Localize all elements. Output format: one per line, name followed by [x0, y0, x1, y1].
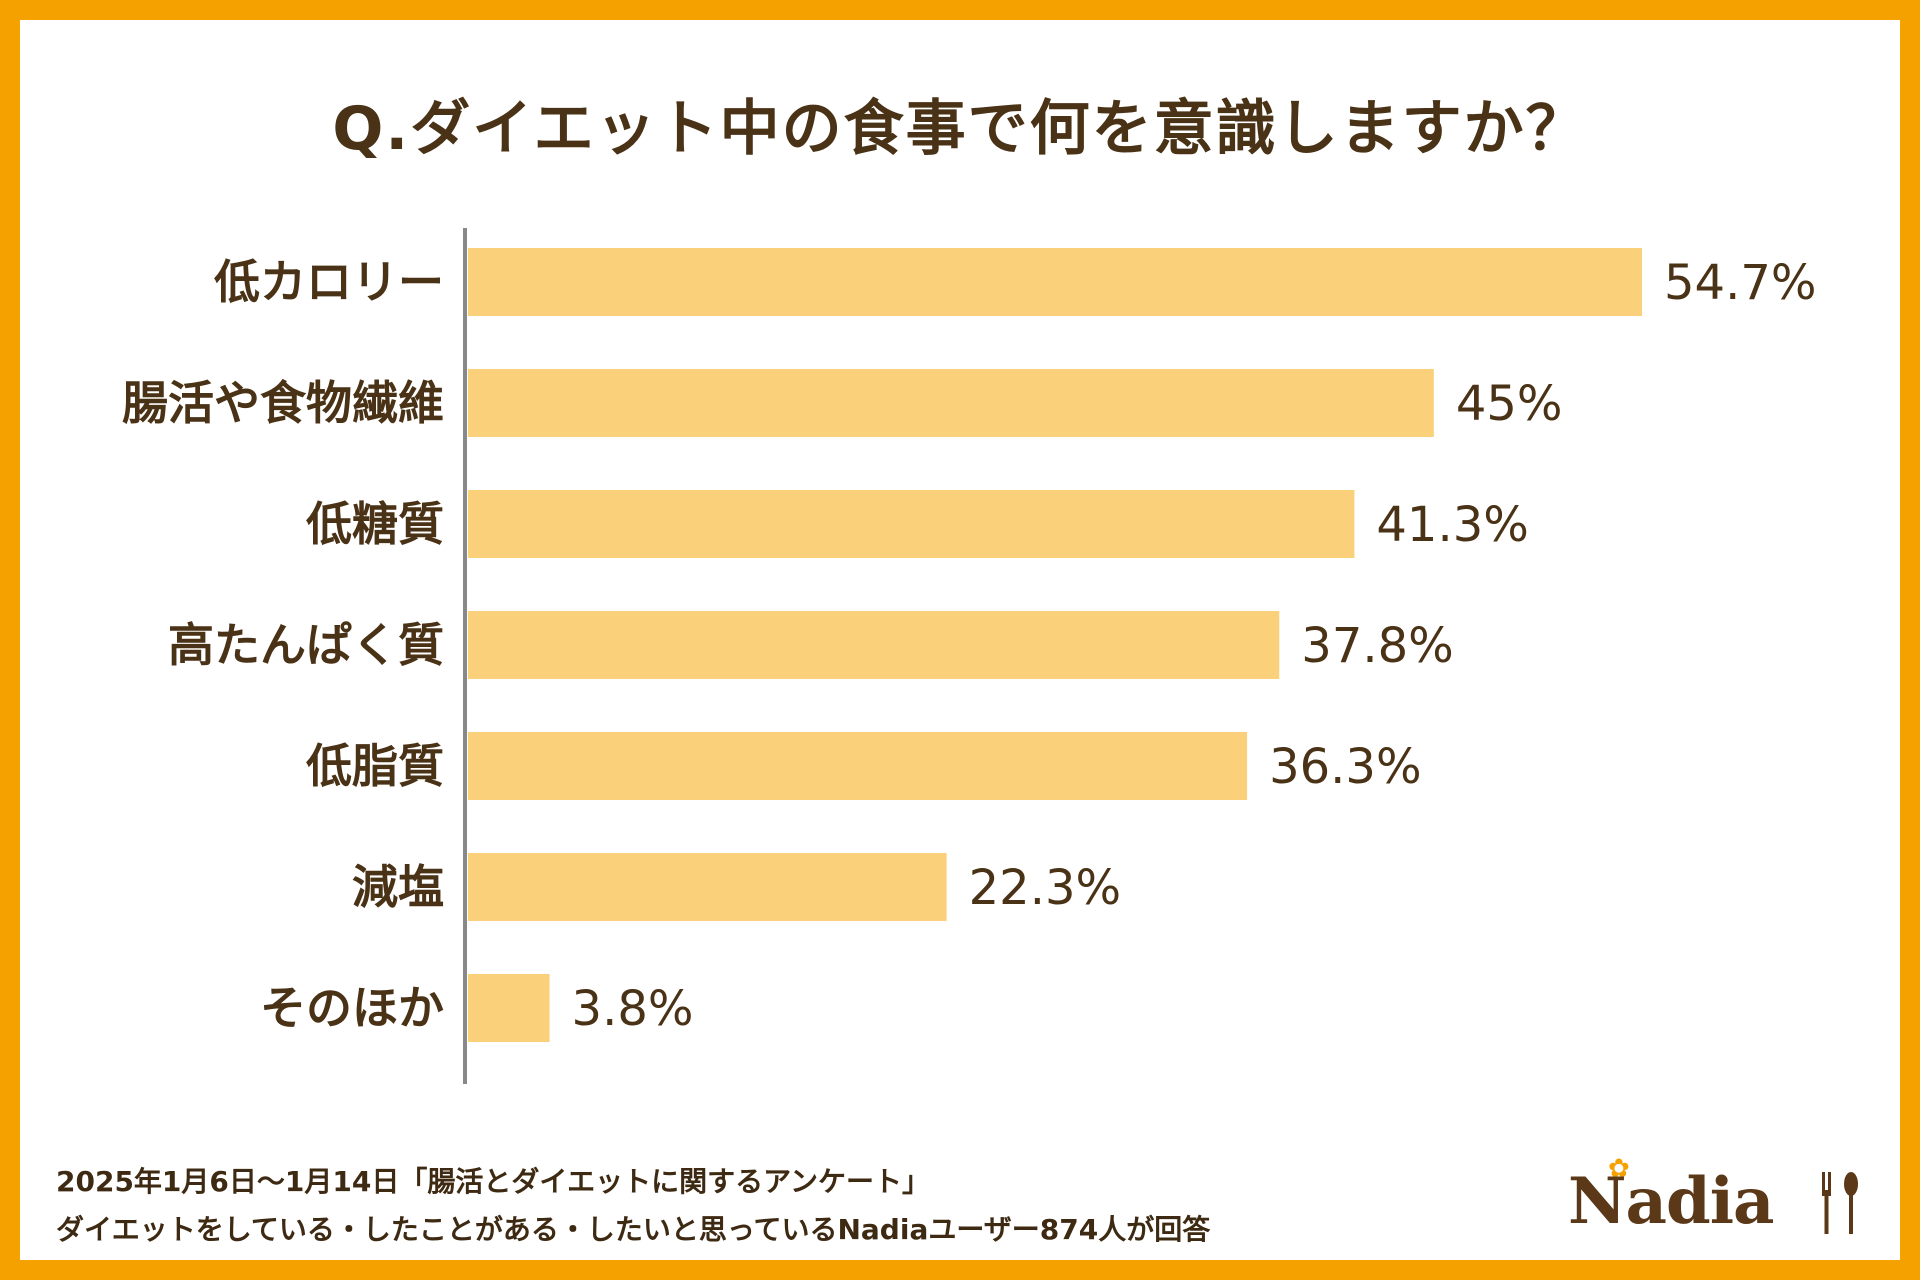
value-label-7: 3.8% [572, 981, 694, 1037]
category-label-4: 高たんぱく質 [168, 618, 444, 672]
chart-frame: Q.ダイエット中の食事で何を意識しますか？ 低カロリー 54.7% 腸活や食物繊維 4… [20, 20, 1900, 1260]
category-label-2: 腸活や食物繊維 [122, 376, 444, 430]
category-label-7: そのほか [260, 981, 444, 1035]
category-label-1: 低カロリー [214, 255, 444, 309]
respondents-note: ダイエットをしている・したことがある・したいと思っているNadiaユーザー874… [56, 1213, 1211, 1246]
logo-text: Nadia [1568, 1164, 1774, 1239]
bar-7 [468, 974, 550, 1042]
value-label-5: 36.3% [1269, 739, 1421, 795]
flower-icon: ✿ [1608, 1154, 1630, 1184]
category-label-3: 低糖質 [306, 497, 444, 551]
value-label-1: 54.7% [1664, 255, 1816, 311]
value-label-3: 41.3% [1376, 497, 1528, 553]
nadia-logo: ✿ Nadia [1568, 1154, 1868, 1250]
bar-3 [468, 490, 1355, 558]
bar-2 [468, 369, 1434, 437]
value-label-2: 45% [1456, 376, 1563, 432]
value-label-4: 37.8% [1301, 618, 1453, 674]
survey-period-note: 2025年1月6日〜1月14日「腸活とダイエットに関するアンケート」 [56, 1165, 930, 1198]
category-label-5: 低脂質 [306, 739, 444, 793]
category-label-6: 減塩 [352, 860, 444, 914]
bar-chart: 低カロリー 54.7% 腸活や食物繊維 45% 低糖質 41.3% 高たんぱく質 37.8% 低… [122, 228, 1816, 1084]
fork-spoon-icon [1822, 1172, 1858, 1234]
bar-1 [468, 248, 1642, 316]
bar-5 [468, 732, 1248, 800]
value-label-6: 22.3% [969, 860, 1121, 916]
chart-title: Q.ダイエット中の食事で何を意識しますか？ [332, 94, 1588, 164]
bar-6 [468, 853, 947, 921]
bar-4 [468, 611, 1280, 679]
